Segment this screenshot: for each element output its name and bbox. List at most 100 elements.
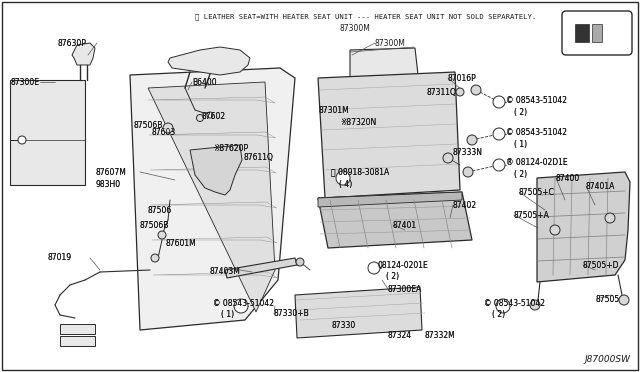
Text: 87330: 87330 [332,321,356,330]
Text: ( 2): ( 2) [514,170,527,179]
Text: 87630P: 87630P [57,38,86,48]
Text: 87611Q: 87611Q [244,153,274,161]
Text: 87601M: 87601M [165,238,196,247]
Text: Ⓝ 08918-3081A: Ⓝ 08918-3081A [331,167,389,176]
Text: 87402: 87402 [453,201,477,209]
Text: 87330+B: 87330+B [274,310,310,318]
Polygon shape [60,336,95,346]
Text: © 08543-51042: © 08543-51042 [213,298,274,308]
Text: 87019: 87019 [47,253,71,263]
Bar [592,24,602,42]
Text: 87300E: 87300E [10,77,39,87]
Text: © 08543-51042: © 08543-51042 [506,128,567,137]
Text: 87506B: 87506B [133,121,163,129]
Polygon shape [318,192,472,248]
Text: 87602: 87602 [202,112,226,121]
Text: 87311Q: 87311Q [427,87,457,96]
Circle shape [463,167,473,177]
Text: 87505+D: 87505+D [583,260,620,269]
Text: 87506B: 87506B [140,221,170,230]
Circle shape [605,213,615,223]
Text: ( 4): ( 4) [339,180,352,189]
Circle shape [496,299,510,313]
Text: 87505+A: 87505+A [514,211,550,219]
Circle shape [530,300,540,310]
Text: ( 2): ( 2) [492,311,505,320]
Polygon shape [148,82,275,312]
Polygon shape [130,68,295,330]
Text: 87301M: 87301M [319,106,349,115]
Text: 87505+A: 87505+A [514,211,550,219]
Text: 87300E: 87300E [10,77,39,87]
Polygon shape [60,324,95,334]
Text: ( 2): ( 2) [492,311,505,320]
Text: 87601M: 87601M [165,238,196,247]
Text: 87505: 87505 [596,295,620,304]
Circle shape [336,171,350,185]
Circle shape [234,299,248,313]
Text: 87300M: 87300M [375,38,406,48]
Circle shape [368,262,380,274]
Text: ( 1): ( 1) [514,140,527,148]
Text: 87630P: 87630P [57,38,86,48]
Text: 983H0: 983H0 [95,180,120,189]
Text: ® 08124-02D1E: ® 08124-02D1E [506,157,568,167]
Circle shape [467,135,477,145]
Text: ( 1): ( 1) [514,140,527,148]
Circle shape [493,128,505,140]
Text: B6400: B6400 [192,77,216,87]
Text: ( 4): ( 4) [339,180,352,189]
Text: 87324: 87324 [388,330,412,340]
Text: 87311Q: 87311Q [427,87,457,96]
Text: 87611Q: 87611Q [244,153,274,161]
Text: J87000SW: J87000SW [584,355,630,364]
Text: © 08543-51042: © 08543-51042 [484,298,545,308]
Text: 87603: 87603 [152,128,176,137]
Text: 87402: 87402 [453,201,477,209]
Text: 87400: 87400 [556,173,580,183]
Text: © 08543-51042: © 08543-51042 [506,96,567,105]
Polygon shape [168,47,250,75]
Text: ( 2): ( 2) [514,108,527,116]
Text: 87333N: 87333N [453,148,483,157]
Text: ※87320N: ※87320N [340,118,376,126]
Text: ※ LEATHER SEAT=WITH HEATER SEAT UNIT --- HEATER SEAT UNIT NOT SOLD SEPARATELY.: ※ LEATHER SEAT=WITH HEATER SEAT UNIT ---… [195,13,536,20]
Circle shape [619,295,629,305]
Bar [575,24,589,42]
Polygon shape [295,287,422,338]
Text: ( 2): ( 2) [514,108,527,116]
Circle shape [493,96,505,108]
Polygon shape [225,258,297,278]
Text: © 08543-51042: © 08543-51042 [213,298,274,308]
Circle shape [196,115,204,122]
Text: ( 2): ( 2) [514,170,527,179]
Text: 87506: 87506 [148,205,172,215]
Text: 87330: 87330 [332,321,356,330]
Text: 87019: 87019 [47,253,71,263]
Text: 87330+B: 87330+B [274,310,310,318]
Text: 87016P: 87016P [448,74,477,83]
Circle shape [550,225,560,235]
Text: 87603: 87603 [152,128,176,137]
Text: ( 2): ( 2) [386,273,399,282]
Text: 87505+C: 87505+C [519,187,555,196]
Text: 87505: 87505 [596,295,620,304]
Text: 87401A: 87401A [586,182,616,190]
Circle shape [456,88,464,96]
Text: 87506B: 87506B [133,121,163,129]
Polygon shape [72,43,95,65]
Text: 983H0: 983H0 [95,180,120,189]
Text: 87333N: 87333N [453,148,483,157]
Circle shape [18,136,26,144]
Text: © 08543-51042: © 08543-51042 [506,128,567,137]
Polygon shape [537,172,630,282]
Circle shape [207,112,213,118]
Text: ( 1): ( 1) [221,311,234,320]
Circle shape [493,159,505,171]
Circle shape [151,254,159,262]
Text: © 08543-51042: © 08543-51042 [506,96,567,105]
Polygon shape [10,80,85,185]
Text: 87403M: 87403M [210,267,241,276]
FancyBboxPatch shape [562,11,632,55]
Text: 87324: 87324 [388,330,412,340]
